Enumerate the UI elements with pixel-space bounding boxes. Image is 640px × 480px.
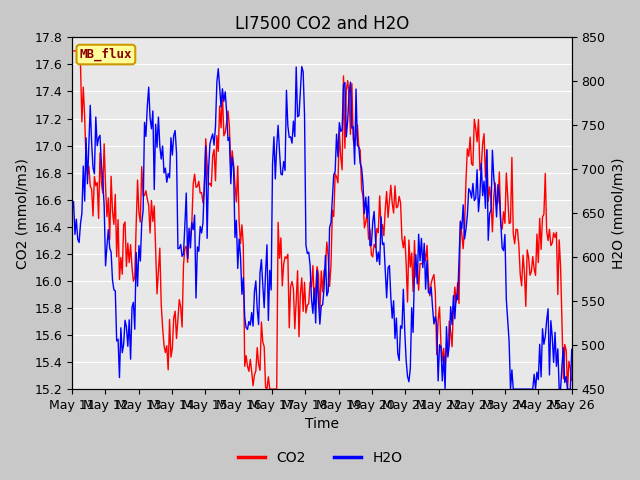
Legend: CO2, H2O: CO2, H2O [232, 445, 408, 471]
Title: LI7500 CO2 and H2O: LI7500 CO2 and H2O [235, 15, 409, 33]
Text: MB_flux: MB_flux [79, 48, 132, 61]
Y-axis label: CO2 (mmol/m3): CO2 (mmol/m3) [15, 158, 29, 269]
Y-axis label: H2O (mmol/m3): H2O (mmol/m3) [611, 157, 625, 269]
X-axis label: Time: Time [305, 418, 339, 432]
